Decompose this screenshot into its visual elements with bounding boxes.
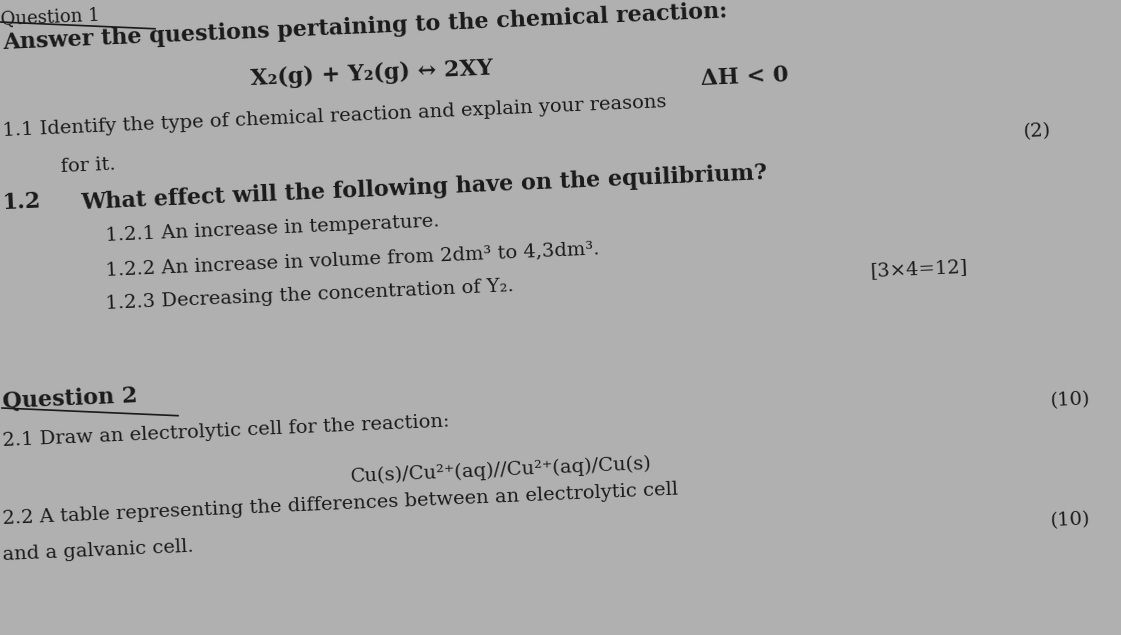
- Text: 2.2 A table representing the differences between an electrolytic cell: 2.2 A table representing the differences…: [2, 481, 678, 528]
- Text: for it.: for it.: [61, 156, 115, 176]
- Text: 1.2: 1.2: [2, 190, 41, 214]
- Text: What effect will the following have on the equilibrium?: What effect will the following have on t…: [80, 162, 768, 214]
- Text: [3×4=12]: [3×4=12]: [870, 258, 969, 280]
- Text: and a galvanic cell.: and a galvanic cell.: [2, 538, 194, 564]
- Text: Cu(s)/Cu²⁺(aq)//Cu²⁺(aq)/Cu(s): Cu(s)/Cu²⁺(aq)//Cu²⁺(aq)/Cu(s): [350, 455, 652, 486]
- Text: Question 2: Question 2: [2, 384, 138, 412]
- Text: X₂(g) + Y₂(g) ↔ 2XY: X₂(g) + Y₂(g) ↔ 2XY: [250, 57, 493, 90]
- Text: (2): (2): [1022, 122, 1050, 141]
- Text: 1.2.2 An increase in volume from 2dm³ to 4,3dm³.: 1.2.2 An increase in volume from 2dm³ to…: [80, 239, 600, 280]
- Text: (10): (10): [1050, 510, 1091, 530]
- Text: (10): (10): [1050, 390, 1091, 410]
- Text: 2.1 Draw an electrolytic cell for the reaction:: 2.1 Draw an electrolytic cell for the re…: [2, 413, 450, 450]
- Text: 1.2.1 An increase in temperature.: 1.2.1 An increase in temperature.: [80, 212, 439, 246]
- Text: 1.2.3 Decreasing the concentration of Y₂.: 1.2.3 Decreasing the concentration of Y₂…: [80, 277, 515, 314]
- Text: Answer the questions pertaining to the chemical reaction:: Answer the questions pertaining to the c…: [2, 1, 728, 54]
- Text: Question 1: Question 1: [0, 6, 100, 28]
- Text: 1.1 Identify the type of chemical reaction and explain your reasons: 1.1 Identify the type of chemical reacti…: [2, 93, 667, 140]
- Text: ΔH < 0: ΔH < 0: [700, 64, 789, 90]
